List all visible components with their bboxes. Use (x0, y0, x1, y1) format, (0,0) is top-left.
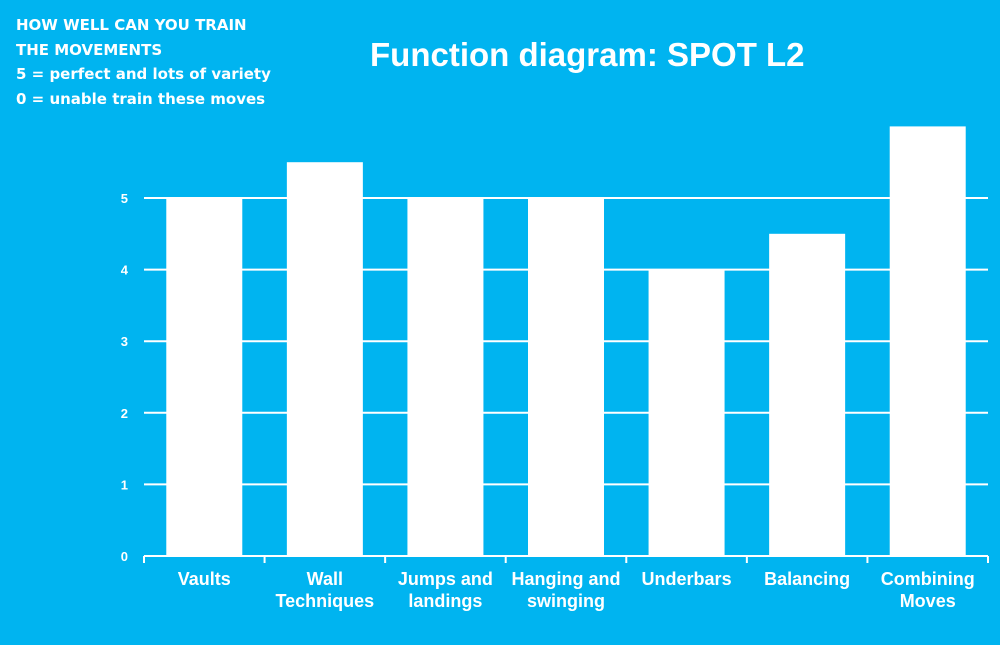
bar (286, 162, 363, 556)
y-tick-label: 2 (121, 406, 128, 421)
bar (889, 126, 966, 557)
category-label-line: Combining (881, 569, 975, 589)
chart-title: Function diagram: SPOT L2 (370, 36, 805, 73)
category-label-line: Hanging and (512, 569, 621, 589)
category-label: Wall Techniques (276, 569, 375, 611)
category-labels: Vaults Wall Techniques Jumps and landings Han… (178, 569, 975, 611)
bar (166, 198, 243, 556)
y-tick-label: 5 (121, 191, 128, 206)
bar (648, 269, 725, 556)
category-label-line: Jumps and (398, 569, 493, 589)
category-label: Hanging and swinging (512, 569, 621, 611)
category-label: Underbars (642, 569, 732, 589)
note-line-2: THE MOVEMENTS (16, 40, 163, 59)
y-tick-label: 1 (121, 477, 128, 492)
bar (528, 198, 604, 556)
category-label-line: landings (408, 591, 482, 611)
note-line-4: 0 = unable train these moves (16, 89, 266, 108)
bar (407, 198, 484, 556)
bars (166, 126, 966, 557)
scale-explanation-note: HOW WELL CAN YOU TRAIN THE MOVEMENTS 5 =… (16, 13, 271, 111)
bar (769, 233, 846, 557)
note-line-3: 5 = perfect and lots of variety (16, 65, 271, 83)
category-label: Jumps and landings (398, 569, 493, 611)
category-label-line: Underbars (642, 569, 732, 589)
category-label-line: Techniques (276, 591, 375, 611)
category-label: Vaults (178, 569, 231, 589)
y-tick-label: 3 (121, 334, 128, 349)
category-label-line: Balancing (764, 569, 850, 589)
note-line-1: HOW WELL CAN YOU TRAIN (16, 16, 247, 34)
category-label-line: Vaults (178, 569, 231, 589)
category-label: Balancing (764, 569, 850, 589)
y-tick-label: 0 (121, 549, 128, 564)
category-label-line: swinging (527, 591, 605, 611)
category-label: Combining Moves (881, 569, 975, 611)
category-label-line: Wall (307, 569, 343, 589)
y-tick-label: 4 (121, 263, 129, 278)
category-label-line: Moves (900, 591, 956, 611)
